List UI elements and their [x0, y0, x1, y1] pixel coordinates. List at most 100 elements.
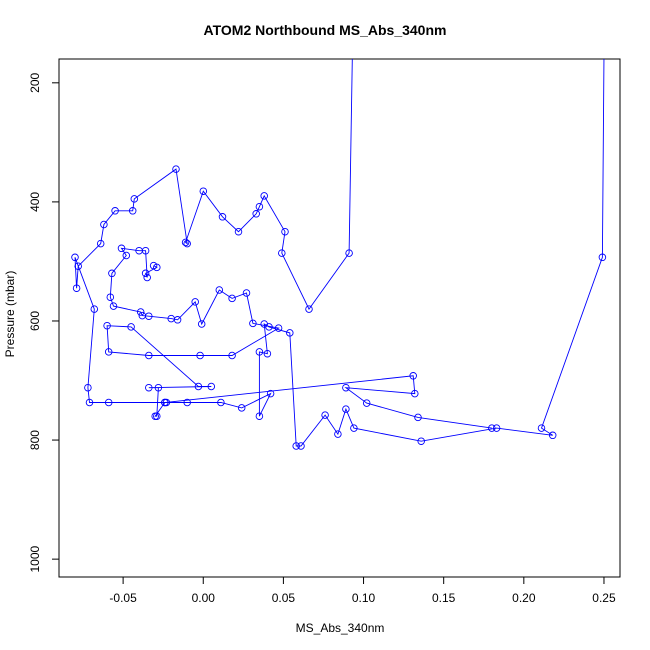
data-point — [183, 398, 191, 407]
data-point — [215, 286, 224, 294]
data-point — [252, 210, 260, 218]
data-point — [255, 412, 264, 420]
data-point — [103, 321, 111, 330]
data-point — [598, 253, 607, 262]
data-point — [108, 269, 116, 278]
data-point — [409, 372, 417, 380]
data-point — [362, 399, 371, 407]
x-tick-label: 0.15 — [432, 591, 456, 605]
data-point — [199, 187, 208, 195]
data-point — [342, 405, 350, 413]
data-point — [228, 351, 236, 360]
data-point — [100, 220, 108, 229]
y-tick-label: 800 — [28, 430, 42, 450]
chart-title: ATOM2 Northbound MS_Abs_340nm — [204, 22, 447, 38]
data-point — [74, 262, 82, 270]
data-point — [196, 351, 204, 360]
plot-frame — [58, 58, 621, 578]
x-tick-label: 0.10 — [352, 591, 376, 605]
data-point — [153, 263, 161, 272]
data-point — [242, 289, 251, 297]
series-group — [71, 59, 607, 450]
y-axis: 200 400 600 800 1000 — [28, 72, 60, 572]
data-point — [342, 383, 350, 392]
data-point — [217, 398, 225, 407]
data-point — [143, 273, 151, 282]
y-axis-label: Pressure (mbar) — [3, 271, 17, 358]
data-point — [411, 389, 419, 398]
data-point — [173, 316, 182, 324]
data-point — [72, 284, 81, 292]
data-point — [141, 269, 150, 278]
y-tick-label: 200 — [28, 72, 42, 92]
data-point — [181, 238, 190, 247]
y-tick-label: 600 — [28, 311, 42, 331]
data-point — [106, 293, 115, 301]
data-point — [111, 207, 119, 215]
data-point — [488, 424, 496, 432]
data-point — [350, 424, 358, 432]
data-point — [334, 430, 342, 438]
data-point — [127, 323, 135, 331]
data-point — [281, 227, 289, 236]
data-point — [218, 213, 227, 221]
data-point — [260, 320, 268, 328]
series-line-1 — [74, 59, 605, 447]
x-tick-label: -0.05 — [109, 591, 137, 605]
x-tick-label: 0.20 — [512, 591, 536, 605]
data-point — [172, 165, 180, 173]
data-point — [492, 424, 501, 432]
data-point — [84, 383, 92, 392]
data-point — [96, 239, 105, 248]
data-point — [104, 348, 113, 356]
data-point — [145, 383, 153, 392]
data-point — [145, 312, 153, 320]
data-point — [297, 442, 305, 450]
data-point — [161, 398, 169, 407]
data-point — [237, 404, 246, 412]
data-point — [191, 298, 199, 306]
data-point — [278, 249, 286, 257]
data-point — [145, 351, 153, 360]
data-point — [197, 320, 206, 328]
data-point — [274, 324, 283, 332]
x-axis-label: MS_Abs_340nm — [296, 621, 385, 635]
data-point — [234, 227, 243, 236]
data-point — [263, 349, 272, 358]
data-point — [104, 398, 113, 407]
data-point — [305, 305, 313, 313]
data-point — [414, 413, 422, 422]
data-point — [286, 329, 294, 337]
data-point — [255, 202, 264, 211]
data-point — [85, 398, 94, 407]
data-point — [207, 382, 216, 391]
data-point — [136, 308, 145, 316]
data-point — [266, 389, 275, 398]
data-point — [90, 305, 99, 313]
data-point — [122, 251, 131, 260]
data-point — [154, 383, 163, 392]
plot-area — [71, 59, 607, 450]
x-tick-label: 0.00 — [192, 591, 216, 605]
data-point — [228, 294, 236, 303]
data-point — [130, 195, 139, 203]
data-point — [117, 244, 126, 253]
series-line-2 — [106, 247, 492, 429]
x-axis: -0.05 0.00 0.05 0.10 0.15 0.20 0.25 — [109, 576, 616, 605]
data-point — [321, 411, 329, 419]
data-point — [417, 437, 425, 445]
x-tick-label: 0.05 — [272, 591, 296, 605]
data-point — [345, 249, 353, 257]
data-point — [71, 253, 79, 262]
data-point — [128, 207, 137, 215]
data-point — [109, 302, 118, 310]
data-point — [255, 348, 264, 356]
x-tick-label: 0.25 — [592, 591, 616, 605]
data-point — [249, 319, 257, 328]
data-point — [548, 431, 557, 440]
y-tick-label: 1000 — [28, 545, 42, 572]
data-point — [135, 246, 143, 255]
data-point — [537, 424, 546, 432]
